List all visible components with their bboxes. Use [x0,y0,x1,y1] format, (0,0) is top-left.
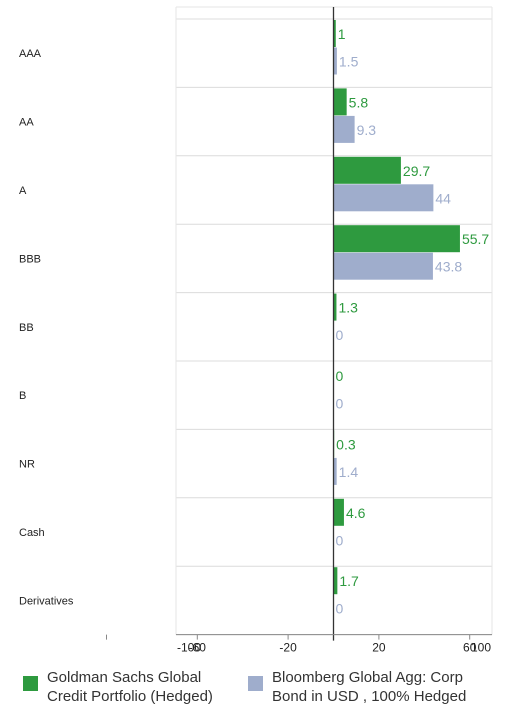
x-tick-label: -60 [189,641,207,655]
chart-svg: AAA 1 1.5 AA 5.8 9.3 A 29.7 44 BBB 55.743.8 BB 1.3 0 B… [19,6,493,655]
category-label: NR [19,459,35,471]
chart-legend: Goldman Sachs Global Credit Portfolio (H… [0,668,505,710]
data-label: 0 [336,532,344,548]
bar-goldman-sachs [333,225,460,253]
data-label: 43.8 [435,259,462,275]
x-tick-label: 100 [471,641,491,655]
bar-bloomberg [333,457,337,485]
bar-goldman-sachs [333,20,336,47]
data-label: 0 [336,368,344,384]
bar-bloomberg [333,184,434,212]
x-tick-label: 60 [463,641,477,655]
category-label: AA [19,117,34,129]
data-label: 0.3 [336,436,356,452]
data-label: 0 [336,327,344,343]
category-label: AAA [19,48,42,60]
data-label: 0 [336,601,344,617]
category-label: Derivatives [19,595,74,607]
legend-item-goldman-sachs: Goldman Sachs Global Credit Portfolio (H… [23,668,213,706]
data-label: 4.6 [346,505,366,521]
legend-swatch-goldman-sachs [23,676,38,691]
bar-goldman-sachs [333,88,347,116]
bar-bloomberg [333,252,433,280]
data-label: 1 [338,26,346,42]
category-label: BBB [19,253,41,265]
data-label: 5.8 [349,94,369,110]
data-label: 44 [435,190,451,206]
data-label: 9.3 [357,122,377,138]
category-label: BB [19,322,34,334]
data-label: 1.7 [339,573,359,589]
category-label: A [19,185,27,197]
bar-goldman-sachs [333,567,338,595]
legend-swatch-bloomberg [248,676,263,691]
category-label: B [19,390,26,402]
bar-bloomberg [333,47,337,75]
legend-label-goldman-sachs: Goldman Sachs Global Credit Portfolio (H… [47,669,213,705]
x-tick-label: -20 [279,641,297,655]
bar-goldman-sachs [333,293,337,321]
legend-label-bloomberg: Bloomberg Global Agg: Corp Bond in USD ,… [272,669,467,705]
x-tick-label: 20 [372,641,386,655]
bar-bloomberg [333,115,355,143]
category-label: Cash [19,527,45,539]
data-label: 55.7 [462,231,489,247]
data-label: 29.7 [403,163,430,179]
data-label: 0 [336,396,344,412]
data-label: 1.3 [338,300,358,316]
bar-goldman-sachs [333,498,344,526]
legend-item-bloomberg: Bloomberg Global Agg: Corp Bond in USD ,… [248,668,466,706]
data-label: 1.4 [339,464,359,480]
bar-goldman-sachs [333,156,401,184]
data-label: 1.5 [339,54,359,70]
x-tick-label: -100 [177,641,201,655]
